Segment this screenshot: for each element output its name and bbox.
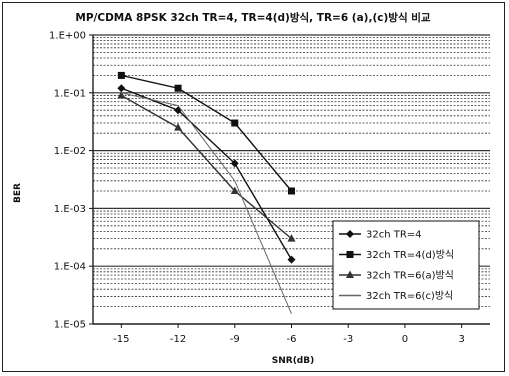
- data-point: [346, 270, 354, 278]
- data-point: [346, 251, 354, 258]
- data-point: [117, 90, 126, 99]
- axes: 1.E+00 1.E-01 1.E-02 1.E-03 1.E-04 1.E-05 -15 -…: [49, 31, 490, 345]
- legend-entry: 32ch TR=6(c)방식: [339, 290, 453, 302]
- x-tick-label: 0: [402, 334, 408, 345]
- x-tick-label: -12: [170, 334, 186, 345]
- legend: 32ch TR=4 32ch TR=4(d)방식 32ch TR=6(a)방식 32c…: [332, 220, 480, 310]
- y-tick-label: 1.E-01: [54, 88, 86, 99]
- legend-label: 32ch TR=6(c)방식: [366, 290, 453, 302]
- legend-entry: 32ch TR=4: [339, 230, 422, 241]
- y-tick-label: 1.E-05: [54, 320, 86, 331]
- data-point: [346, 230, 354, 238]
- legend-entry: 32ch TR=4(d)방식: [339, 249, 454, 261]
- data-point: [230, 186, 239, 195]
- series-line: [121, 74, 293, 192]
- data-point: [174, 84, 182, 92]
- y-tick-label: 1.E-04: [54, 262, 86, 273]
- x-tick-label: -9: [230, 334, 240, 345]
- y-tick-label: 1.E-03: [54, 204, 86, 215]
- data-point: [174, 123, 183, 131]
- data-point: [117, 71, 125, 79]
- ber-chart: MP/CDMA 8PSK 32ch TR=4, TR=4(d)방식, TR=6 …: [13, 11, 490, 366]
- x-tick-label: -3: [343, 334, 353, 345]
- y-tick-label: 1.E+00: [49, 31, 86, 42]
- data-point: [230, 159, 239, 168]
- x-axis-label: SNR(dB): [272, 356, 314, 366]
- y-tick-label: 1.E-02: [54, 146, 86, 157]
- data-point: [287, 255, 296, 264]
- series-layer: [117, 71, 296, 315]
- series-4: [121, 92, 292, 315]
- legend-label: 32ch TR=4: [366, 230, 422, 241]
- x-tick-label: -15: [113, 334, 129, 345]
- chart-frame: MP/CDMA 8PSK 32ch TR=4, TR=4(d)방식, TR=6 …: [2, 2, 505, 372]
- series-3: [117, 90, 296, 242]
- data-point: [117, 84, 126, 93]
- series-line: [121, 94, 292, 240]
- x-tick-label: -6: [287, 334, 297, 345]
- data-point: [288, 187, 295, 195]
- legend-label: 32ch TR=4(d)방식: [366, 249, 454, 261]
- legend-entry: 32ch TR=6(a)방식: [339, 270, 454, 282]
- legend-label: 32ch TR=6(a)방식: [366, 270, 454, 282]
- y-axis-label: BER: [13, 183, 23, 203]
- series-line: [121, 92, 292, 315]
- legend-box: [332, 220, 480, 310]
- x-tick-label: 3: [458, 334, 464, 345]
- data-point: [287, 234, 296, 242]
- chart-title: MP/CDMA 8PSK 32ch TR=4, TR=4(d)방식, TR=6 …: [75, 11, 431, 24]
- series-2: [117, 71, 295, 195]
- data-point: [231, 119, 239, 127]
